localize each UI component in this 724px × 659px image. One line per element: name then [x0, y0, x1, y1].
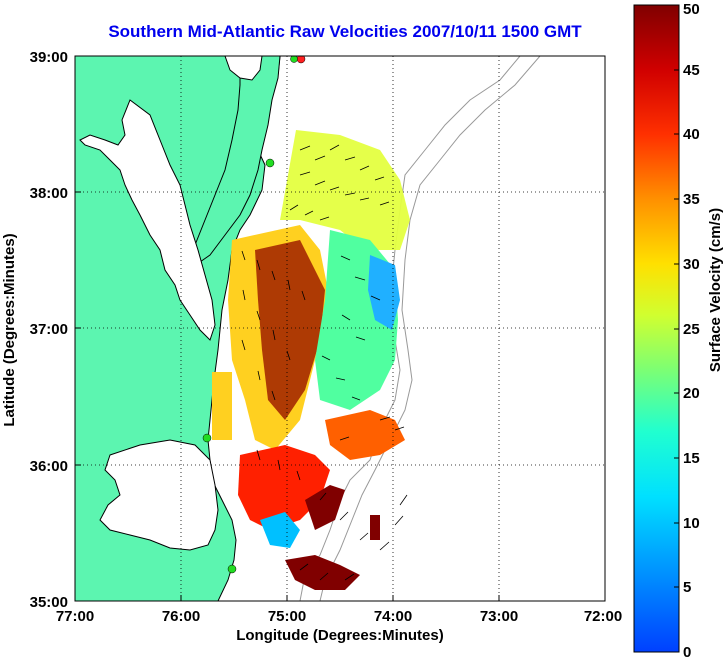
colorbar-tick-label: 35	[683, 191, 700, 208]
y-tick-label: 38:00	[30, 185, 68, 202]
colorbar-tick-label: 40	[683, 126, 700, 143]
y-axis-label: Latitude (Degrees:Minutes)	[1, 233, 18, 426]
x-axis-ticks	[74, 595, 606, 601]
x-axis-label: Longitude (Degrees:Minutes)	[236, 627, 444, 644]
bathymetry-contours	[299, 56, 541, 601]
colorbar-label: Surface Velocity (cm/s)	[707, 208, 724, 372]
colorbar-tick-label: 50	[683, 1, 700, 18]
x-tick-label: 73:00	[480, 608, 518, 625]
delaware-bay	[224, 56, 263, 81]
x-tick-label: 75:00	[268, 608, 306, 625]
colorbar-tick-label: 25	[683, 321, 700, 338]
colorbar	[633, 4, 680, 653]
delmarva-peninsula	[194, 56, 281, 263]
colorbar-tick-label: 30	[683, 256, 700, 273]
station-marker-green	[290, 56, 298, 63]
x-tick-label: 77:00	[56, 608, 94, 625]
colorbar-ticks	[674, 4, 679, 653]
pamlico-sound	[99, 439, 219, 551]
colorbar-tick-label: 0	[683, 644, 691, 659]
map-title: Southern Mid-Atlantic Raw Velocities 200…	[108, 22, 582, 41]
velocity-vectors	[241, 144, 408, 581]
y-tick-label: 37:00	[30, 321, 68, 338]
x-tick-label: 72:00	[584, 608, 622, 625]
y-tick-label: 35:00	[30, 594, 68, 611]
x-tick-label: 74:00	[374, 608, 412, 625]
colorbar-tick-label: 15	[683, 450, 700, 467]
colorbar-tick-label: 45	[683, 62, 700, 79]
station-marker-green	[265, 158, 275, 168]
y-tick-label: 36:00	[30, 458, 68, 475]
colorbar-tick-label: 5	[683, 579, 691, 596]
y-tick-label: 39:00	[30, 49, 68, 66]
station-marker-green	[227, 564, 237, 574]
x-tick-label: 76:00	[162, 608, 200, 625]
map-grid	[75, 56, 605, 601]
colorbar-tick-label: 10	[683, 515, 700, 532]
velocity-field	[212, 130, 410, 590]
colorbar-tick-label: 20	[683, 385, 700, 402]
station-marker-green	[202, 433, 212, 443]
y-axis-ticks	[75, 55, 81, 602]
